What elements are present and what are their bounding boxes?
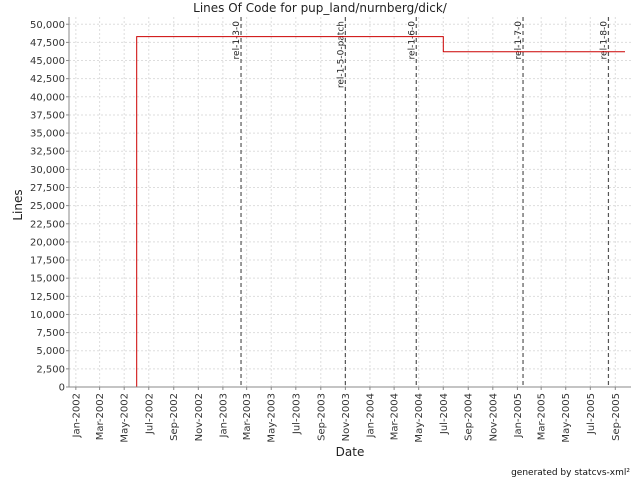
x-tick-label: Mar-2002 (95, 393, 106, 440)
x-tick-label: Jan-2003 (218, 393, 229, 438)
x-tick-label: Jul-2005 (586, 393, 597, 435)
x-axis-ticks: Jan-2002 Mar-2002 May-2002 Jul-2002 Sep-2002… (71, 387, 622, 443)
y-tick-label: 40,000 (30, 92, 65, 103)
x-tick-label: Mar-2003 (242, 393, 253, 440)
x-tick-label: Mar-2004 (390, 393, 401, 440)
x-tick-label: Mar-2005 (537, 393, 548, 440)
y-tick-label: 5,000 (36, 346, 65, 357)
chart-title: Lines Of Code for pup_land/nurnberg/dick… (193, 1, 448, 15)
x-tick-label: May-2002 (120, 393, 131, 443)
y-tick-label: 25,000 (30, 201, 65, 212)
x-tick-label: Nov-2003 (341, 393, 352, 441)
y-tick-label: 12,500 (30, 292, 65, 303)
release-marker-label: rel-1-7-0 (514, 21, 524, 60)
y-tick-label: 2,500 (36, 364, 65, 375)
release-marker-label: rel-1-3-0 (232, 21, 242, 60)
x-tick-label: Jul-2002 (144, 393, 155, 435)
x-tick-label: Jul-2004 (439, 393, 450, 435)
y-tick-label: 10,000 (30, 310, 65, 321)
y-tick-label: 22,500 (30, 219, 65, 230)
y-tick-label: 7,500 (36, 328, 65, 339)
y-tick-label: 47,500 (30, 38, 65, 49)
x-tick-label: May-2004 (414, 393, 425, 443)
x-tick-label: May-2003 (267, 393, 278, 443)
y-tick-label: 17,500 (30, 256, 65, 267)
y-tick-label: 20,000 (30, 237, 65, 248)
x-tick-label: May-2005 (561, 393, 572, 443)
grid-lines (69, 17, 631, 387)
release-markers: rel-1-3-0 rel-1-5-0-patch rel-1-6-0 rel-1-7… (232, 17, 609, 387)
release-marker-label: rel-1-8-0 (599, 21, 609, 60)
x-tick-label: Sep-2003 (316, 393, 327, 441)
y-tick-label: 50,000 (30, 20, 65, 31)
x-tick-label: Sep-2005 (611, 393, 622, 441)
release-marker-label: rel-1-5-0-patch (336, 21, 346, 88)
x-tick-label: Jul-2003 (291, 393, 302, 435)
x-tick-label: Nov-2004 (488, 393, 499, 441)
x-tick-label: Nov-2002 (194, 393, 205, 441)
y-tick-label: 42,500 (30, 74, 65, 85)
y-tick-label: 0 (59, 383, 65, 394)
y-tick-label: 15,000 (30, 274, 65, 285)
y-axis-title: Lines (11, 189, 25, 220)
x-tick-label: Jan-2004 (365, 393, 376, 438)
x-tick-label: Jan-2002 (71, 393, 82, 438)
y-tick-label: 35,000 (30, 129, 65, 140)
release-marker-label: rel-1-6-0 (407, 21, 417, 60)
generator-credit: generated by statcvs-xml² (511, 468, 630, 478)
x-axis-title: Date (336, 445, 365, 459)
x-tick-label: Sep-2004 (464, 393, 475, 441)
y-tick-label: 45,000 (30, 56, 65, 67)
x-tick-label: Sep-2002 (169, 393, 180, 441)
y-tick-label: 32,500 (30, 147, 65, 158)
y-tick-label: 30,000 (30, 165, 65, 176)
y-axis-ticks: 0 2,500 5,000 7,500 10,000 12,500 15,000 17,500… (30, 20, 69, 394)
x-tick-label: Jan-2005 (513, 393, 524, 438)
y-tick-label: 27,500 (30, 183, 65, 194)
y-tick-label: 37,500 (30, 110, 65, 121)
plot-area (69, 17, 631, 387)
